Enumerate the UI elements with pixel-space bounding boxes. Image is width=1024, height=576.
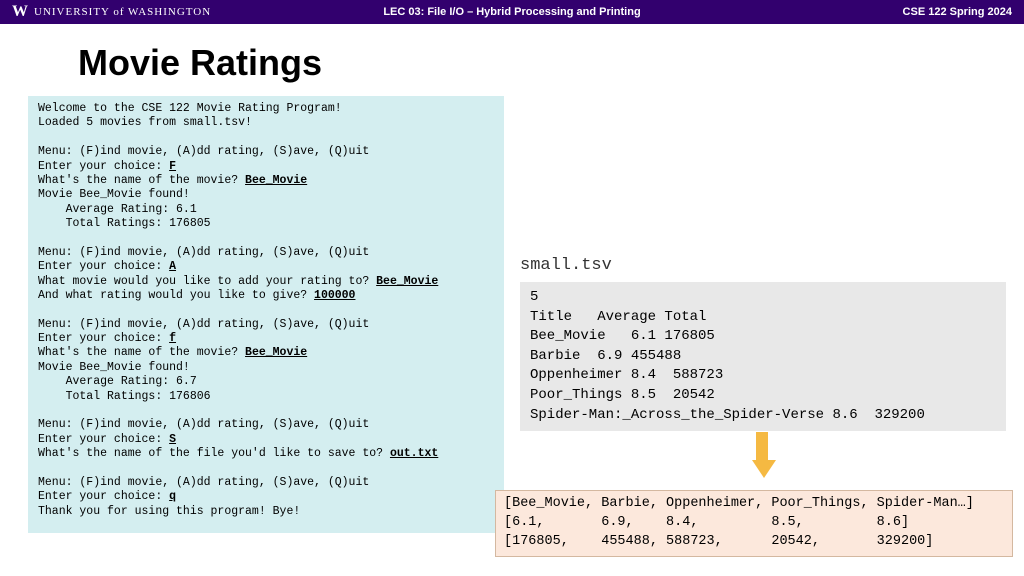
lecture-title: LEC 03: File I/O – Hybrid Processing and… <box>383 6 640 18</box>
header-left: W UNIVERSITY of WASHINGTON <box>12 3 211 21</box>
uw-logo: W <box>12 3 28 21</box>
university-name: UNIVERSITY of WASHINGTON <box>34 6 211 18</box>
slide-title: Movie Ratings <box>78 42 1024 84</box>
console-output: Welcome to the CSE 122 Movie Rating Prog… <box>28 96 504 533</box>
arrow-down-icon <box>752 432 772 480</box>
slide-header: W UNIVERSITY of WASHINGTON LEC 03: File … <box>0 0 1024 24</box>
file-content: 5 Title Average Total Bee_Movie 6.1 1768… <box>520 282 1006 431</box>
arrays-output: [Bee_Movie, Barbie, Oppenheimer, Poor_Th… <box>495 490 1013 557</box>
course-code: CSE 122 Spring 2024 <box>903 6 1012 18</box>
file-label: small.tsv <box>520 256 612 275</box>
